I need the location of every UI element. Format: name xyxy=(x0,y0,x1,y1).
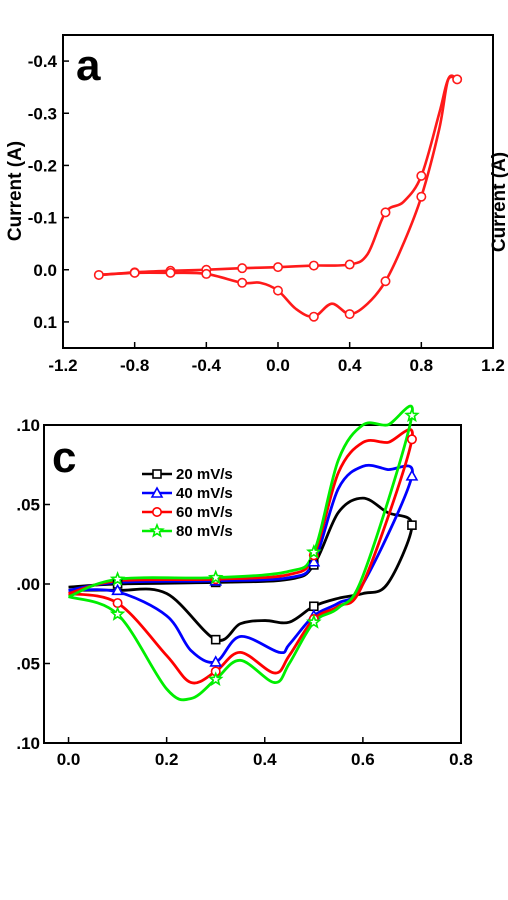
panel-a-y-axis-title: Current (A) xyxy=(5,141,26,241)
panel-c-series xyxy=(68,404,414,702)
panel-a-x-tick-label: 0.8 xyxy=(410,356,434,375)
panel-a-data-point xyxy=(308,260,319,271)
panel-a-markers xyxy=(93,74,463,322)
chart-panel-a: a Current (A) -1.2 -0.8 -0.4 0.0 0.4 0.8 1.2 -0… xyxy=(5,34,505,375)
panel-c-y-tick-label: .10 xyxy=(16,734,40,753)
panel-a-data-point xyxy=(380,207,391,218)
legend-marker xyxy=(149,522,165,538)
panel-c-series-line-2 xyxy=(68,463,414,664)
panel-c-data-point xyxy=(404,407,420,423)
panel-a-data-point xyxy=(272,285,283,296)
panel-c-legend: 20 mV/s 40 mV/s 60 mV/s 80 mV/s xyxy=(142,466,233,540)
panel-c-data-point xyxy=(309,601,319,612)
panel-a-data-point xyxy=(416,170,427,181)
panel-a-x-tick-label: 0.4 xyxy=(338,356,362,375)
panel-c-series-line-4 xyxy=(68,404,414,702)
panel-a-data-point xyxy=(380,276,391,287)
panel-a-data-point xyxy=(308,311,319,322)
panel-a-x-tick-label: -0.8 xyxy=(120,356,149,375)
panel-a-data-point xyxy=(272,262,283,273)
panel-c-series-line-3 xyxy=(68,428,414,685)
panel-a-y-tick-label: -0.4 xyxy=(28,52,58,71)
panel-a-data-point xyxy=(93,269,104,280)
panel-c-x-tick-label: 0.4 xyxy=(253,750,277,769)
panel-a-data-point xyxy=(165,267,176,278)
panel-a-data-point xyxy=(452,74,463,85)
panel-a-data-point xyxy=(416,191,427,202)
panel-c-data-point xyxy=(111,583,124,596)
panel-c-data-point xyxy=(112,598,123,609)
panel-a-y-tick-label: -0.3 xyxy=(28,104,57,123)
panel-c-ticks: 0.0 0.2 0.4 0.6 0.8 .10 .05 .00 .05 .10 xyxy=(16,416,472,769)
panel-a-y-tick-label: 0.1 xyxy=(33,313,57,332)
legend-label: 20 mV/s xyxy=(176,466,233,483)
panel-a-data-point xyxy=(344,309,355,320)
panel-c-letter: c xyxy=(52,433,76,482)
panel-c-y-tick-label: .00 xyxy=(16,575,40,594)
panel-a-series xyxy=(98,74,458,319)
panel-c-data-point xyxy=(109,606,126,621)
panel-c-y-tick-label: .10 xyxy=(16,416,40,435)
panel-c-x-tick-label: 0.8 xyxy=(449,750,473,769)
panel-a-lower-branch-line xyxy=(98,74,458,319)
panel-c-y-tick-label: .05 xyxy=(16,496,40,515)
panel-c-x-tick-label: 0.6 xyxy=(351,750,375,769)
panel-c-x-tick-label: 0.2 xyxy=(155,750,179,769)
panel-a-x-tick-label: 0.0 xyxy=(266,356,290,375)
legend-marker xyxy=(152,469,162,479)
panel-c-data-point xyxy=(109,571,126,586)
panel-c-data-point xyxy=(210,634,221,645)
panel-c-data-point xyxy=(406,434,417,445)
legend-label: 40 mV/s xyxy=(176,485,233,502)
panel-c-data-point xyxy=(407,520,417,530)
panel-c-data-point xyxy=(306,544,322,559)
legend-label: 80 mV/s xyxy=(176,523,233,540)
panel-c-data-point xyxy=(405,469,419,481)
panel-a-data-point xyxy=(201,268,212,279)
panel-a-x-tick-label: -0.4 xyxy=(192,356,222,375)
panel-a-y-tick-label: -0.2 xyxy=(28,156,57,175)
legend-label: 60 mV/s xyxy=(176,504,233,521)
panel-c-data-point xyxy=(209,655,223,667)
panel-c-y-tick-label: .05 xyxy=(16,655,40,674)
panel-a-ticks: -1.2 -0.8 -0.4 0.0 0.4 0.8 1.2 -0.4 -0.3 -0.2 -0.1… xyxy=(28,52,505,375)
legend-marker xyxy=(152,506,163,517)
panel-c-data-point xyxy=(207,569,224,585)
panel-a-data-point xyxy=(344,259,355,270)
panel-a-data-point xyxy=(129,267,140,278)
legend-marker xyxy=(150,486,164,498)
panel-c-data-point xyxy=(307,555,321,567)
panel-a-letter: a xyxy=(76,41,101,90)
panel-c-data-point xyxy=(207,671,224,687)
panel-c-markers xyxy=(109,407,420,687)
panel-a-data-point xyxy=(237,277,248,288)
panel-c-data-point xyxy=(306,613,322,629)
panel-a-x-tick-label: -1.2 xyxy=(48,356,77,375)
panel-c-x-tick-label: 0.0 xyxy=(57,750,81,769)
panel-b-y-axis-title: Current (A) xyxy=(489,152,508,252)
panel-a-data-point xyxy=(237,263,248,274)
chart-panel-c: c 0.0 0.2 0.4 0.6 0.8 .10 .05 .00 .05 .10 20 mV/s… xyxy=(16,404,473,769)
panel-a-y-tick-label: -0.1 xyxy=(28,209,57,228)
panel-a-y-tick-label: 0.0 xyxy=(33,261,57,280)
panel-a-x-tick-label: 1.2 xyxy=(481,356,505,375)
panel-a-frame xyxy=(62,34,494,349)
